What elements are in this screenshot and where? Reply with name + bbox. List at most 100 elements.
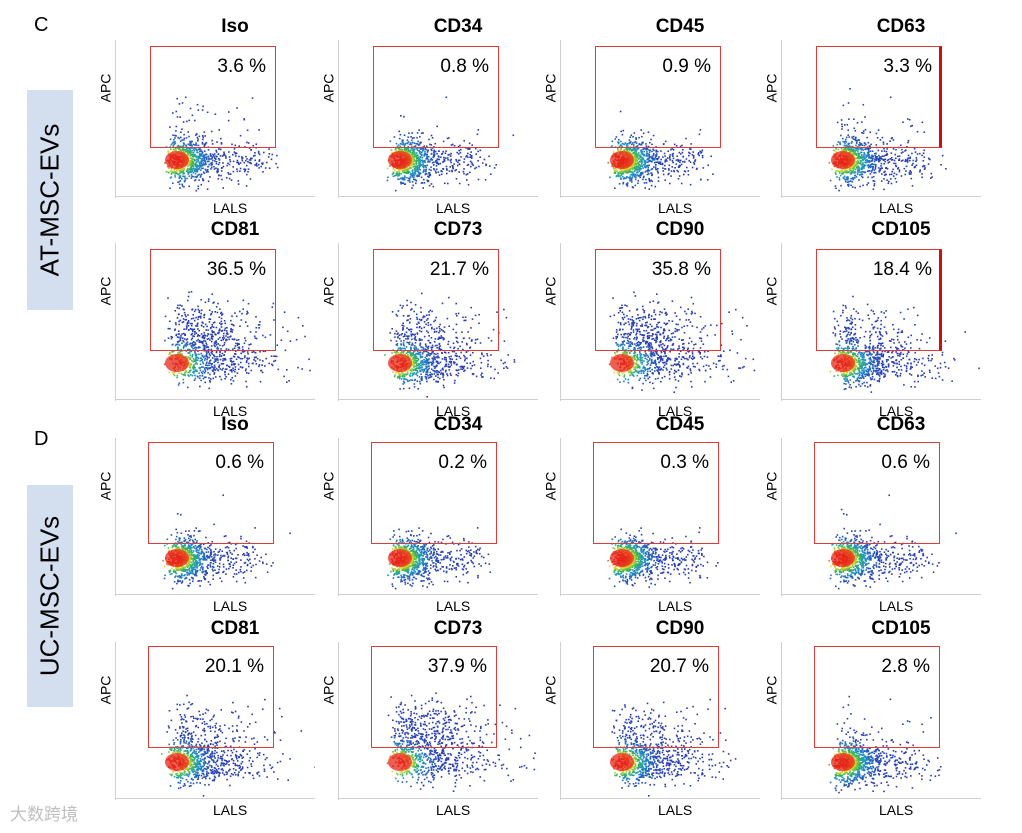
x-axis-line <box>338 594 538 595</box>
gate-rectangle <box>148 646 274 748</box>
panel-marker-title: CD45 <box>655 16 705 37</box>
y-axis-line <box>115 642 116 800</box>
gate-rectangle <box>816 46 942 148</box>
scatter-points <box>163 291 311 390</box>
y-axis-label: APC <box>320 675 337 705</box>
panel-marker-title: CD63 <box>876 16 926 37</box>
panel-marker-title: CD81 <box>210 219 260 240</box>
scatter-points <box>828 695 942 794</box>
scatter-panel: CD81 APC 20.1 % LALS <box>95 618 315 820</box>
x-axis-line <box>560 594 760 595</box>
section-letter: D <box>34 428 49 450</box>
y-axis-line <box>560 243 561 401</box>
scatter-points <box>608 291 756 393</box>
scatter-points <box>384 292 516 398</box>
panel-marker-title: CD105 <box>871 618 931 639</box>
y-axis-label: APC <box>97 675 114 705</box>
gate-rectangle <box>816 249 942 351</box>
gate-rectangle <box>593 442 719 544</box>
row-label-box: UC-MSC-EVs <box>27 485 73 707</box>
gate-rectangle <box>595 249 721 351</box>
panel-marker-title: CD73 <box>433 618 483 639</box>
panel-marker-title: CD45 <box>655 414 705 435</box>
x-axis-line <box>560 798 760 799</box>
scatter-points <box>828 494 957 590</box>
x-axis-line <box>338 399 538 400</box>
x-axis-label: LALS <box>658 598 693 614</box>
x-axis-line <box>781 196 981 197</box>
x-axis-line <box>560 399 760 400</box>
scatter-panel: Iso APC 0.6 % LALS <box>95 414 315 616</box>
scatter-panel: CD105 APC 2.8 % LALS <box>761 618 981 820</box>
panel-marker-title: CD81 <box>210 618 260 639</box>
panel-marker-title: CD63 <box>876 414 926 435</box>
y-axis-label: APC <box>542 276 559 306</box>
x-axis-line <box>115 399 315 400</box>
scatter-panel: Iso APC 3.6 % LALS <box>95 16 315 218</box>
x-axis-line <box>115 196 315 197</box>
gate-rectangle <box>373 249 499 351</box>
y-axis-label: APC <box>320 471 337 501</box>
gate-percentage: 18.4 % <box>872 259 932 280</box>
panel-marker-title: CD90 <box>655 618 705 639</box>
gate-percentage: 20.1 % <box>204 656 264 677</box>
scatter-points <box>828 88 947 192</box>
scatter-points <box>607 527 719 588</box>
gate-rectangle <box>814 646 940 748</box>
x-axis-line <box>781 399 981 400</box>
x-axis-line <box>560 196 760 197</box>
y-axis-label: APC <box>320 276 337 306</box>
gate-percentage: 3.3 % <box>883 56 932 77</box>
y-axis-line <box>560 438 561 596</box>
x-axis-label: LALS <box>213 802 248 818</box>
scatter-panel: CD81 APC 36.5 % LALS <box>95 219 315 421</box>
gate-percentage: 20.7 % <box>649 656 709 677</box>
y-axis-label: APC <box>763 675 780 705</box>
y-axis-line <box>781 438 782 596</box>
x-axis-label: LALS <box>879 598 914 614</box>
y-axis-line <box>115 243 116 401</box>
x-axis-line <box>115 798 315 799</box>
gate-percentage: 3.6 % <box>217 56 266 77</box>
x-axis-label: LALS <box>213 200 248 216</box>
gate-rectangle <box>148 442 274 544</box>
gate-percentage: 0.6 % <box>215 452 264 473</box>
gate-rectangle <box>371 646 497 748</box>
scatter-panel: CD45 APC 0.3 % LALS <box>540 414 760 616</box>
gate-rectangle <box>593 646 719 748</box>
y-axis-line <box>560 40 561 198</box>
y-axis-label: APC <box>763 276 780 306</box>
y-axis-line <box>781 40 782 198</box>
gate-rectangle <box>814 442 940 544</box>
y-axis-label: APC <box>763 73 780 103</box>
x-axis-label: LALS <box>658 802 693 818</box>
gate-percentage: 2.8 % <box>881 656 930 677</box>
gate-rectangle <box>150 46 276 148</box>
row-label: AT-MSC-EVs <box>34 123 65 277</box>
y-axis-line <box>781 243 782 401</box>
scatter-panel: CD34 APC 0.2 % LALS <box>318 414 538 616</box>
y-axis-label: APC <box>542 471 559 501</box>
gate-percentage: 21.7 % <box>429 259 489 280</box>
panel-marker-title: CD34 <box>433 414 483 435</box>
x-axis-label: LALS <box>436 200 471 216</box>
x-axis-label: LALS <box>658 403 693 419</box>
y-axis-line <box>338 642 339 800</box>
gate-percentage: 0.2 % <box>438 452 487 473</box>
gate-percentage: 36.5 % <box>206 259 266 280</box>
scatter-panel: CD73 APC 37.9 % LALS <box>318 618 538 820</box>
gate-rectangle <box>373 46 499 148</box>
scatter-panel: CD63 APC 3.3 % LALS <box>761 16 981 218</box>
scatter-panel: CD45 APC 0.9 % LALS <box>540 16 760 218</box>
panel-marker-title: CD34 <box>433 16 483 37</box>
x-axis-label: LALS <box>436 403 471 419</box>
panel-marker-title: CD73 <box>433 219 483 240</box>
scatter-panel: CD34 APC 0.8 % LALS <box>318 16 538 218</box>
y-axis-line <box>338 40 339 198</box>
row-label-box: AT-MSC-EVs <box>27 90 73 310</box>
panel-marker-title: Iso <box>221 414 249 435</box>
gate-percentage: 0.6 % <box>881 452 930 473</box>
y-axis-line <box>115 438 116 596</box>
y-axis-line <box>560 642 561 800</box>
x-axis-label: LALS <box>213 403 248 419</box>
